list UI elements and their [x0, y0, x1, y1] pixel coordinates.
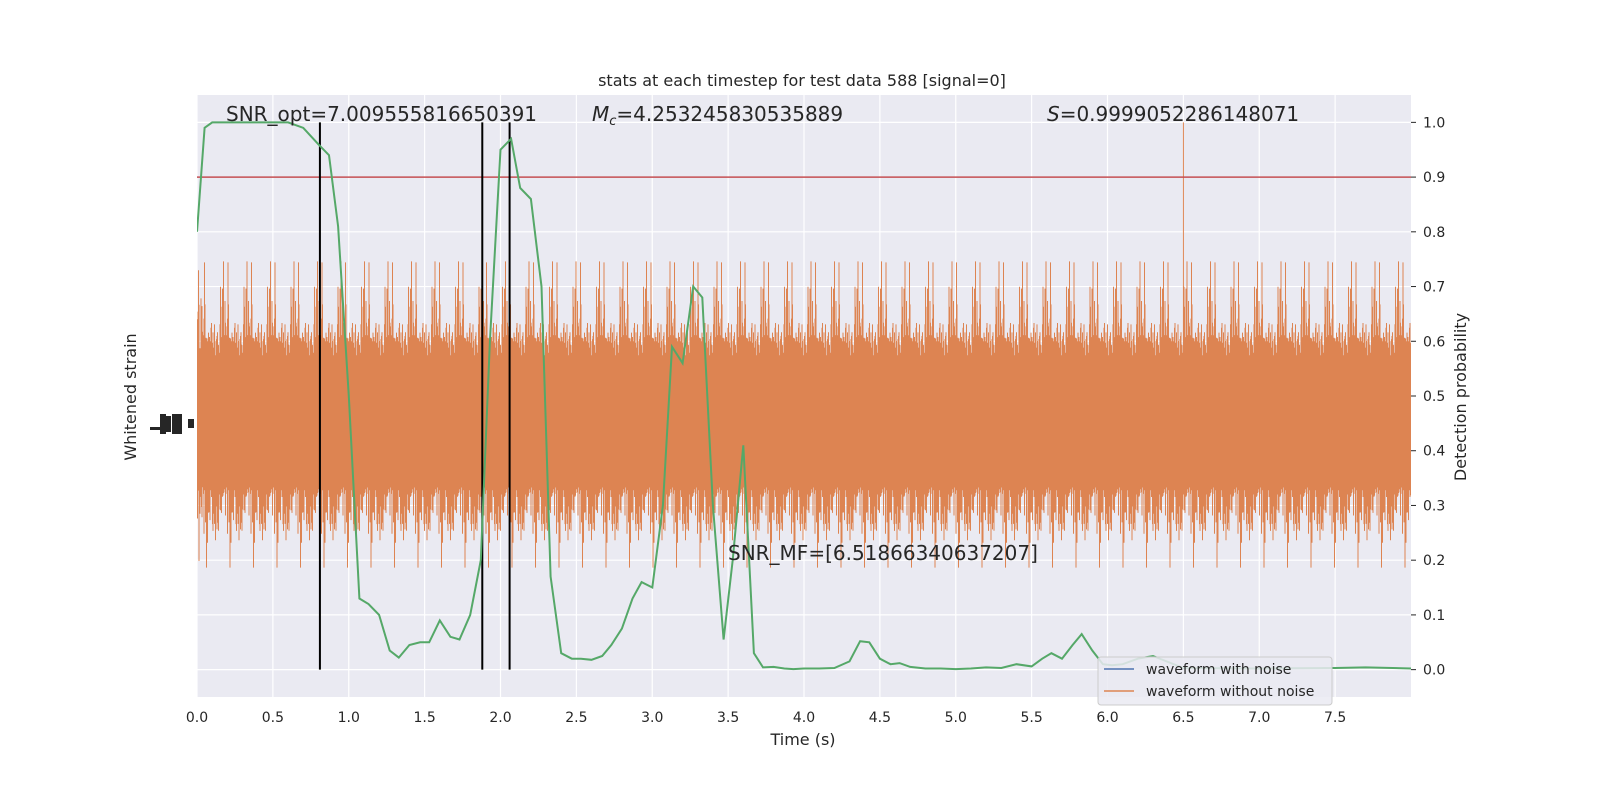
- mc-subscript: c: [609, 114, 616, 129]
- x-tick-label: 2.5: [565, 710, 587, 726]
- left-axis-collapsed-ticks: [150, 414, 194, 434]
- x-tick-label: 0.0: [186, 710, 208, 726]
- annotation-snr-mf: SNR_MF=[6.51866340637207]: [728, 541, 1038, 565]
- chart-title: stats at each timestep for test data 588…: [598, 71, 1006, 90]
- s-value: =0.9999052286148071: [1060, 102, 1299, 126]
- waveform-without-noise-series: [197, 122, 1411, 568]
- y-axis-ticks-right: 0.0 0.1 0.2 0.3 0.4 0.5 0.6 0.7 0.8 0.9 1.0: [1411, 115, 1445, 679]
- mc-symbol: M: [592, 102, 609, 126]
- x-tick-label: 7.0: [1248, 710, 1270, 726]
- x-tick-label: 3.0: [641, 710, 663, 726]
- x-tick-label: 0.5: [262, 710, 284, 726]
- legend: waveform with noise waveform without noi…: [1097, 656, 1333, 706]
- detection-probability-series: [197, 121, 1411, 671]
- y-tick-label: 0.0: [1423, 663, 1445, 679]
- annotation-chirp-mass: Mc=4.253245830535889: [592, 102, 843, 129]
- y-tick-label: 1.0: [1423, 115, 1445, 131]
- mc-value: =4.253245830535889: [616, 102, 843, 126]
- y-tick-label: 0.7: [1423, 280, 1445, 296]
- y-tick-label: 0.6: [1423, 334, 1445, 350]
- x-axis-ticks: 0.0 0.5 1.0 1.5 2.0 2.5 3.0 3.5 4.0 4.5 5.0 5.5 6.0 6…: [186, 710, 1346, 726]
- y-tick-label: 0.4: [1423, 444, 1445, 460]
- y-tick-label: 0.3: [1423, 498, 1445, 514]
- s-symbol: S: [1047, 102, 1060, 126]
- y-tick-label: 0.2: [1423, 553, 1445, 569]
- x-tick-label: 5.0: [945, 710, 967, 726]
- x-axis-label: Time (s): [769, 730, 835, 749]
- y-axis-label-left: Whitened strain: [121, 333, 140, 460]
- x-tick-label: 1.0: [338, 710, 360, 726]
- vertical-markers: [318, 122, 511, 670]
- x-tick-label: 3.5: [717, 710, 739, 726]
- annotation-snr-opt: SNR_opt=7.009555816650391: [226, 102, 537, 126]
- x-tick-label: 4.5: [869, 710, 891, 726]
- x-tick-label: 6.0: [1096, 710, 1118, 726]
- legend-label-without-noise: waveform without noise: [1146, 684, 1314, 700]
- x-tick-label: 1.5: [413, 710, 435, 726]
- x-tick-label: 5.5: [1020, 710, 1042, 726]
- legend-box: [1097, 656, 1333, 706]
- y-axis-label-right: Detection probability: [1451, 313, 1470, 481]
- y-tick-label: 0.1: [1423, 608, 1445, 624]
- legend-label-with-noise: waveform with noise: [1146, 662, 1291, 678]
- x-tick-label: 4.0: [793, 710, 815, 726]
- annotation-s: S=0.9999052286148071: [1047, 102, 1299, 126]
- y-tick-label: 0.9: [1423, 170, 1445, 186]
- x-tick-label: 7.5: [1324, 710, 1346, 726]
- x-tick-label: 6.5: [1172, 710, 1194, 726]
- y-tick-label: 0.5: [1423, 389, 1445, 405]
- x-tick-label: 2.0: [489, 710, 511, 726]
- y-tick-label: 0.8: [1423, 225, 1445, 241]
